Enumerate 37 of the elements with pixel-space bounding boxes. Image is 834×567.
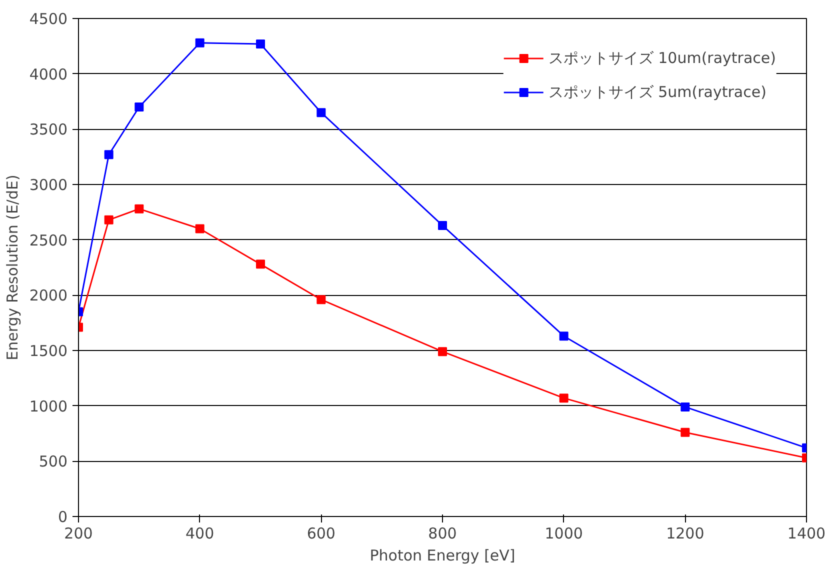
point (559, 332, 568, 341)
point (195, 38, 204, 48)
x-tick-label: 1400 (787, 524, 826, 542)
point (316, 108, 326, 118)
x-tick-label: 200 (64, 524, 93, 542)
y-tick-label: 4000 (29, 65, 68, 84)
point (195, 224, 204, 234)
legend-label: スポットサイズ 10um(raytrace) (548, 48, 776, 68)
point (438, 220, 447, 230)
y-tick-label: 3000 (29, 176, 68, 194)
y-tick-label: 2000 (29, 286, 68, 305)
point (438, 347, 447, 356)
point (680, 402, 690, 412)
x-tick-label: 600 (306, 524, 336, 542)
point (134, 204, 144, 214)
y-tick-label: 4500 (29, 10, 68, 28)
point (559, 394, 568, 403)
point (256, 39, 265, 48)
point (256, 260, 265, 269)
legend-label: スポットサイズ 5um(raytrace) (548, 82, 766, 102)
y-tick-label: 1500 (29, 342, 68, 360)
point (316, 295, 326, 304)
x-axis-title: Photon Energy [eV] (370, 546, 516, 564)
y-axis-title: Energy Resolution (E/dE) (3, 174, 22, 360)
x-tick-label: 1200 (666, 524, 704, 542)
y-tick-label: 3500 (29, 120, 68, 139)
y-tick-label: 2500 (29, 231, 68, 250)
point (680, 428, 690, 437)
point (104, 150, 114, 160)
y-tick-label: 500 (38, 452, 68, 471)
y-tick-label: 1000 (29, 397, 68, 416)
point (104, 215, 114, 224)
y-tick-label: 0 (58, 508, 68, 526)
x-tick-label: 400 (186, 524, 214, 542)
x-tick-label: 1000 (544, 524, 583, 542)
point (134, 102, 144, 112)
x-tick-label: 800 (428, 524, 457, 542)
